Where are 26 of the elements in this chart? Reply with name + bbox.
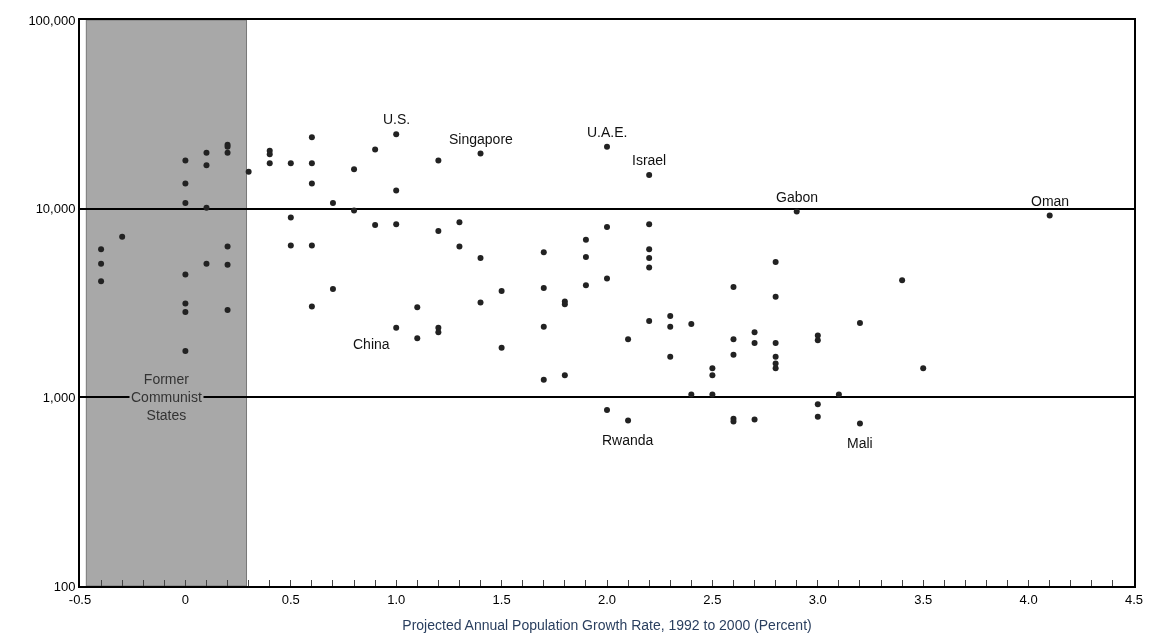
x-tick-label: 3.0	[808, 591, 827, 607]
x-tick-label: 2.0	[597, 591, 617, 607]
annotation: Rwanda	[602, 432, 654, 448]
x-tick-label: 4.5	[1124, 591, 1144, 607]
y-tick-label: 10,000	[35, 201, 76, 217]
x-tick-label: -0.5	[68, 591, 92, 607]
annotation: China	[353, 336, 390, 352]
annotation: Singapore	[449, 131, 514, 147]
x-tick-label: 0	[181, 591, 190, 607]
x-axis-title: Projected Annual Population Growth Rate, 1992 to 2000 (Percent)	[402, 617, 812, 634]
band-label: Former Communist States	[131, 371, 202, 424]
x-tick-label: 3.5	[914, 591, 933, 607]
x-tick-label: 1.5	[492, 591, 511, 607]
x-tick-label: 0.5	[281, 591, 300, 607]
x-tick-label: 4.0	[1019, 591, 1038, 607]
x-tick-label: 2.5	[703, 591, 722, 607]
annotation: Mali	[847, 435, 873, 451]
y-tick-label: 100	[53, 578, 76, 594]
y-tick-label: 100,000	[28, 12, 76, 28]
annotation: Oman	[1031, 193, 1070, 209]
annotation: U.A.E.	[587, 124, 628, 140]
y-tick-label: 1,000	[42, 389, 76, 405]
annotation: Israel	[632, 152, 667, 168]
annotation: Gabon	[776, 189, 819, 205]
annotation: U.S.	[383, 111, 411, 127]
x-tick-label: 1.0	[387, 591, 406, 607]
